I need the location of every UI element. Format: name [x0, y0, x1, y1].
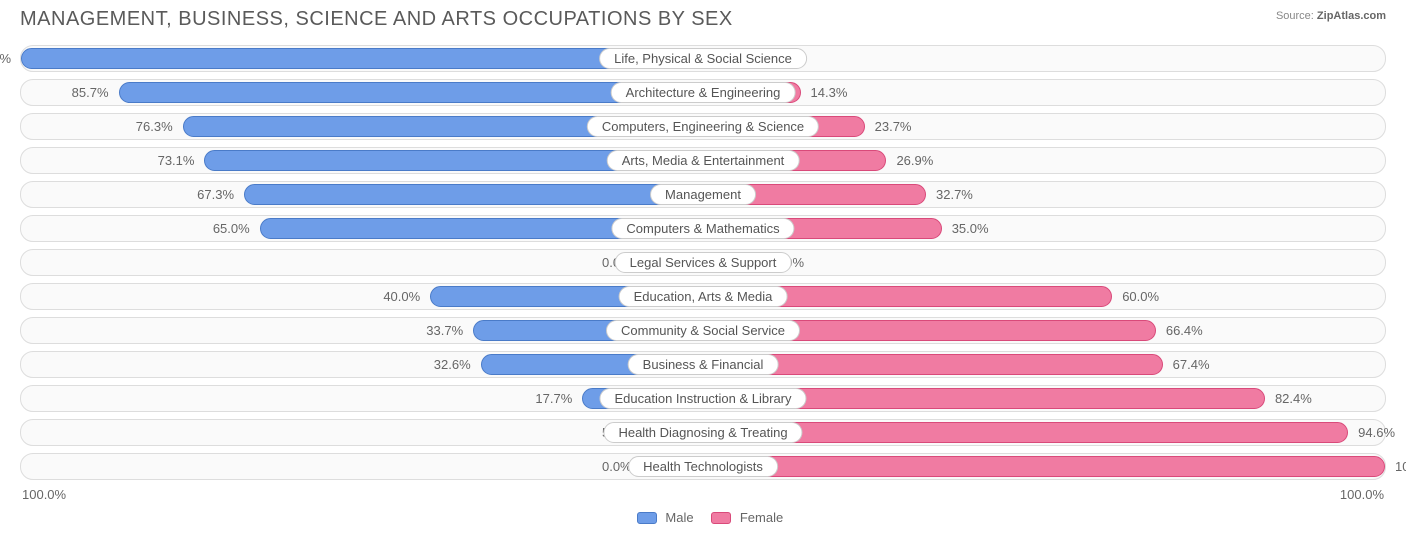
female-percent-label: 82.4% — [1275, 391, 1312, 406]
female-percent-label: 32.7% — [936, 187, 973, 202]
chart-row: 40.0% 60.0% Education, Arts & Media — [20, 283, 1386, 310]
female-percent-label: 94.6% — [1358, 425, 1395, 440]
source-value: ZipAtlas.com — [1317, 10, 1386, 22]
chart-row: 33.7% 66.4% Community & Social Service — [20, 317, 1386, 344]
chart-row: 73.1% 26.9% Arts, Media & Entertainment — [20, 147, 1386, 174]
chart-row: 100.0%0.0%Life, Physical & Social Scienc… — [20, 45, 1386, 72]
female-percent-label: 100.0% — [1395, 459, 1406, 474]
axis-right-label: 100.0% — [1340, 487, 1384, 502]
source-label: Source: — [1276, 10, 1314, 22]
legend-label-female: Female — [740, 510, 783, 525]
category-label: Architecture & Engineering — [611, 82, 796, 103]
male-percent-label: 76.3% — [136, 119, 173, 134]
category-label: Computers, Engineering & Science — [587, 116, 819, 137]
category-label: Management — [650, 184, 756, 205]
female-percent-label: 26.9% — [896, 153, 933, 168]
male-percent-label: 32.6% — [434, 357, 471, 372]
male-percent-label: 40.0% — [383, 289, 420, 304]
female-percent-label: 66.4% — [1166, 323, 1203, 338]
male-percent-label: 65.0% — [213, 221, 250, 236]
category-label: Business & Financial — [628, 354, 779, 375]
diverging-bar-chart: 100.0%0.0%Life, Physical & Social Scienc… — [20, 45, 1386, 480]
chart-row: 32.6% 67.4% Business & Financial — [20, 351, 1386, 378]
chart-row: 65.0% 35.0% Computers & Mathematics — [20, 215, 1386, 242]
legend-label-male: Male — [665, 510, 693, 525]
x-axis: 100.0% 100.0% — [20, 487, 1386, 505]
female-percent-label: 67.4% — [1173, 357, 1210, 372]
legend-swatch-female — [711, 512, 731, 524]
category-label: Education Instruction & Library — [599, 388, 806, 409]
female-percent-label: 14.3% — [811, 85, 848, 100]
legend: Male Female — [20, 509, 1386, 525]
source-attribution: Source: ZipAtlas.com — [1276, 10, 1386, 22]
female-percent-label: 23.7% — [875, 119, 912, 134]
chart-row: 76.3% 23.7% Computers, Engineering & Scien… — [20, 113, 1386, 140]
chart-row: 67.3% 32.7% Management — [20, 181, 1386, 208]
category-label: Legal Services & Support — [615, 252, 792, 273]
male-percent-label: 33.7% — [426, 323, 463, 338]
male-percent-label: 17.7% — [535, 391, 572, 406]
male-percent-label: 100.0% — [0, 51, 11, 66]
female-bar — [703, 456, 1385, 477]
female-percent-label: 35.0% — [952, 221, 989, 236]
male-percent-label: 85.7% — [72, 85, 109, 100]
male-percent-label: 67.3% — [197, 187, 234, 202]
category-label: Life, Physical & Social Science — [599, 48, 807, 69]
chart-row: 0.0%0.0%Legal Services & Support — [20, 249, 1386, 276]
chart-row: 0.0%100.0%Health Technologists — [20, 453, 1386, 480]
chart-row: 85.7% 14.3% Architecture & Engineering — [20, 79, 1386, 106]
chart-title: MANAGEMENT, BUSINESS, SCIENCE AND ARTS O… — [20, 8, 1386, 31]
category-label: Community & Social Service — [606, 320, 800, 341]
male-percent-label: 73.1% — [158, 153, 195, 168]
female-percent-label: 60.0% — [1122, 289, 1159, 304]
category-label: Health Diagnosing & Treating — [603, 422, 802, 443]
male-bar — [244, 184, 703, 205]
category-label: Computers & Mathematics — [611, 218, 794, 239]
legend-swatch-male — [637, 512, 657, 524]
chart-row: 5.5%94.6%Health Diagnosing & Treating — [20, 419, 1386, 446]
chart-row: 17.7% 82.4% Education Instruction & Librar… — [20, 385, 1386, 412]
category-label: Health Technologists — [628, 456, 778, 477]
axis-left-label: 100.0% — [22, 487, 66, 502]
category-label: Education, Arts & Media — [619, 286, 788, 307]
category-label: Arts, Media & Entertainment — [607, 150, 800, 171]
